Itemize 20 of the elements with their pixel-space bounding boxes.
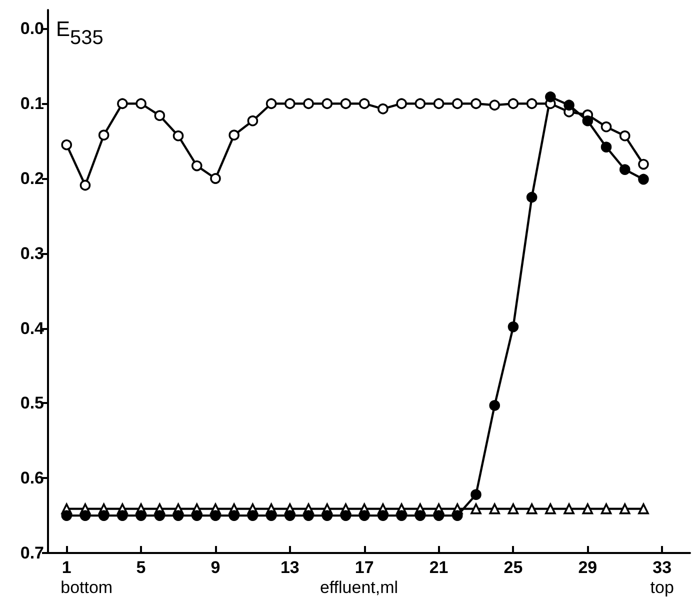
y-tick-label: 0.5 — [20, 394, 44, 413]
y-tick-label: 0.1 — [20, 94, 44, 114]
y-tick-label: 0.4 — [20, 318, 45, 338]
y-tick-label: 0.6 — [20, 468, 44, 488]
x-tick-label: 25 — [504, 558, 523, 577]
x-tick-label: 1 — [62, 558, 72, 577]
x-tick-label: 13 — [280, 558, 300, 577]
x-tick-label: 33 — [652, 558, 672, 577]
y-tick-label: 0.3 — [20, 244, 44, 263]
y-tick-label: 0.2 — [20, 169, 44, 188]
y-tick-label: 0.0 — [20, 19, 44, 38]
x-axis-title: effluent,ml — [320, 578, 398, 597]
x-tick-label: 29 — [578, 558, 598, 577]
text: top — [650, 578, 674, 597]
x-tick-label: 17 — [354, 558, 374, 577]
x-tick-label: 9 — [210, 558, 220, 577]
text: bottom — [60, 578, 113, 597]
x-tick-label: 21 — [429, 558, 448, 577]
y-tick-label: 0.7 — [20, 544, 44, 562]
x-tick-label: 5 — [136, 558, 146, 577]
